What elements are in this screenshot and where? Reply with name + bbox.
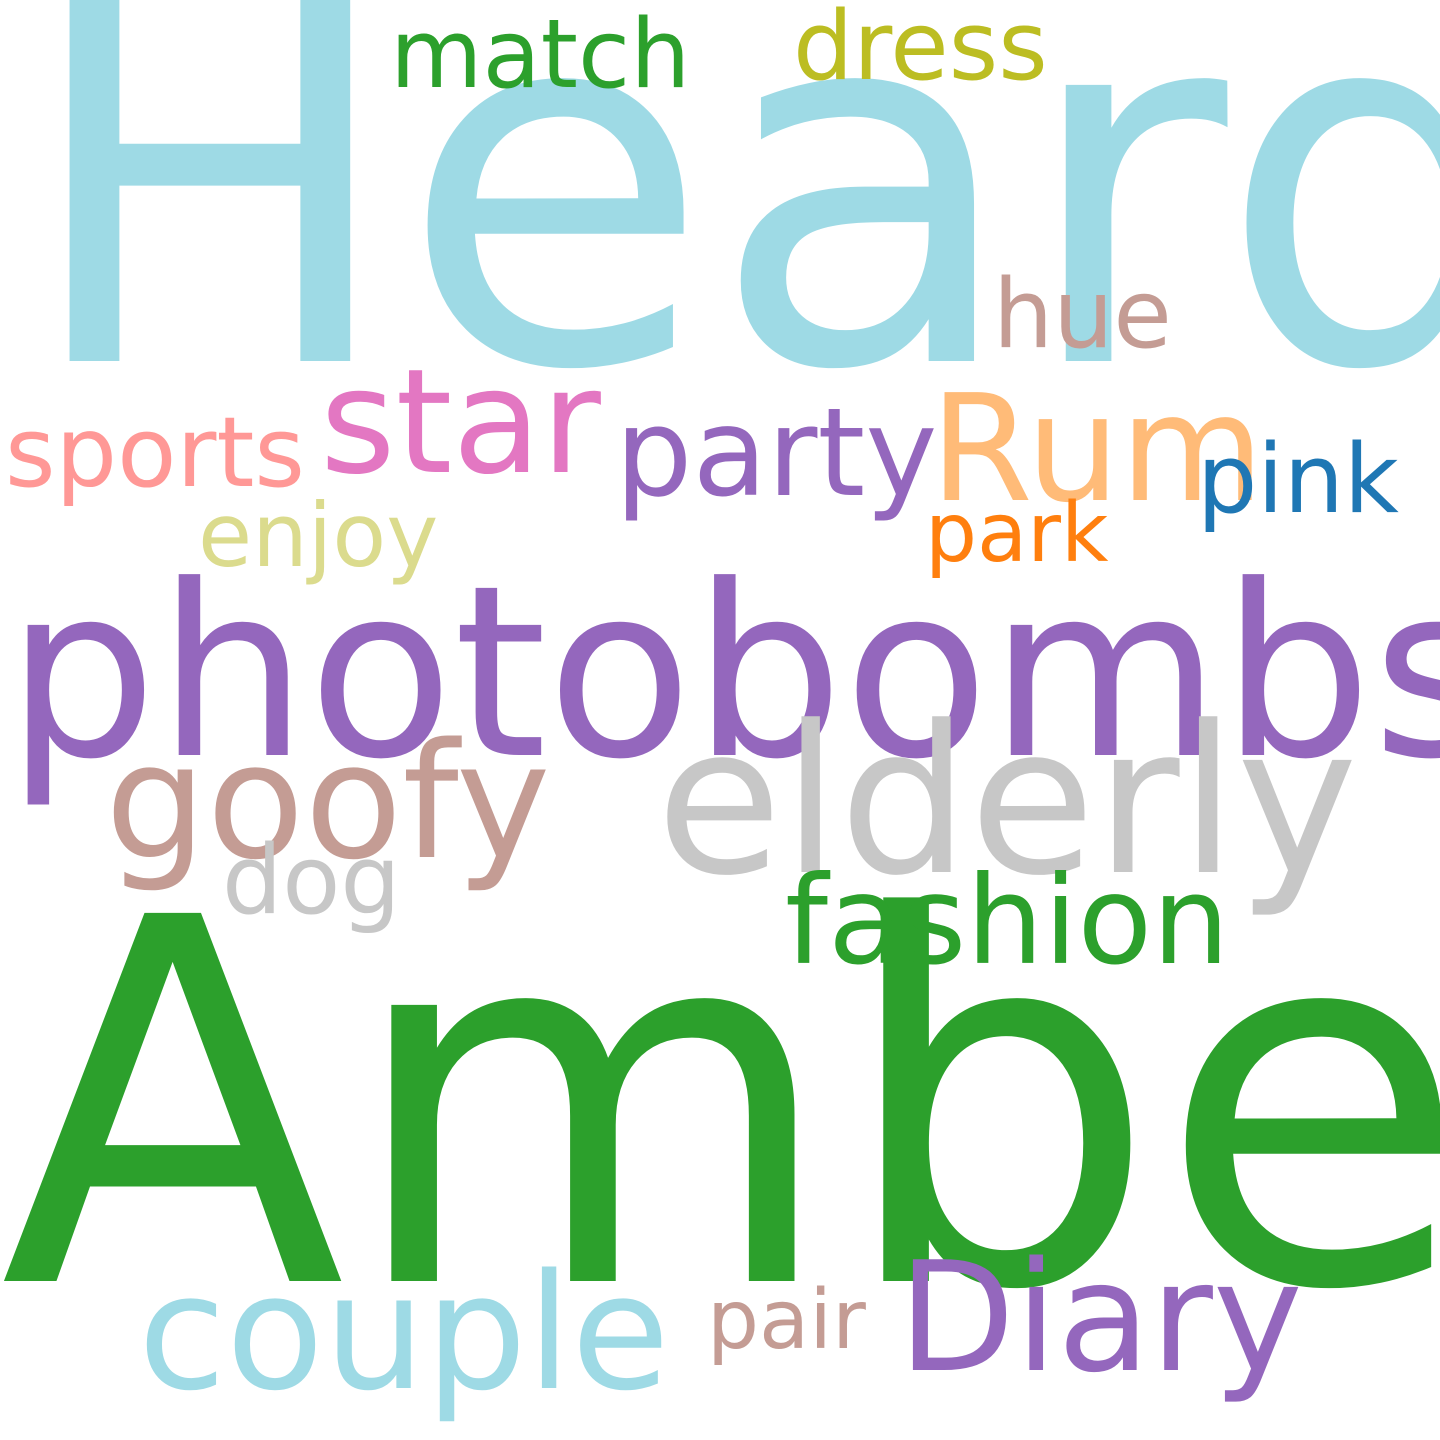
word-dog: dog <box>222 826 401 936</box>
word-amber: Amber <box>0 813 1440 1401</box>
word-goofy: goofy <box>105 708 551 895</box>
word-rum: Rum <box>930 363 1265 535</box>
word-diary: Diary <box>898 1229 1303 1406</box>
word-party: party <box>615 382 938 524</box>
word-dress: dress <box>793 0 1048 102</box>
word-match: match <box>390 0 691 110</box>
word-fashion: fashion <box>785 850 1230 992</box>
word-couple: couple <box>138 1239 670 1426</box>
word-heard: Heard <box>20 0 1440 481</box>
word-park: park <box>925 486 1109 581</box>
word-elderly: elderly <box>656 683 1358 921</box>
word-sports: sports <box>5 396 305 509</box>
word-hue: hue <box>993 260 1172 370</box>
word-pink: pink <box>1197 425 1399 535</box>
word-pair: pair <box>707 1273 866 1368</box>
word-star: star <box>320 338 601 507</box>
word-photobombs: photobombs <box>6 535 1440 812</box>
word-enjoy: enjoy <box>198 484 439 587</box>
